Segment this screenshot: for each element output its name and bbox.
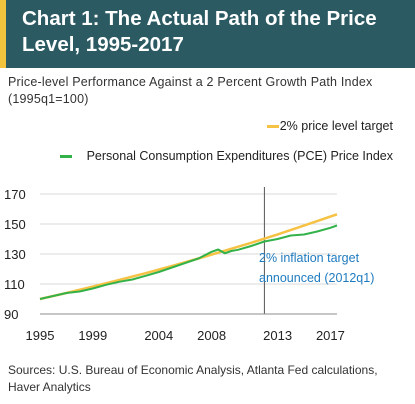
legend-label-pce: Personal Consumption Expenditures (PCE) … — [86, 149, 393, 163]
x-tick-label-2008: 2008 — [197, 328, 226, 343]
x-tick-label-2013: 2013 — [263, 328, 292, 343]
annotation-line-1: 2% inflation target — [259, 251, 360, 265]
chart-title: Chart 1: The Actual Path of the Price Le… — [22, 7, 377, 56]
x-tick-label-1999: 1999 — [78, 328, 107, 343]
x-tick-label-2017: 2017 — [316, 328, 345, 343]
legend-item-pce: Personal Consumption Expenditures (PCE) … — [60, 148, 393, 164]
x-tick-label-2004: 2004 — [144, 328, 173, 343]
axes: 90 110 130 150 170 1995 1999 2004 2008 2013 2017 — [4, 187, 345, 343]
x-tick-label-1995: 1995 — [26, 328, 55, 343]
legend-label-target: 2% price level target — [279, 119, 393, 133]
y-tick-label-90: 90 — [4, 307, 18, 322]
title-bar: Chart 1: The Actual Path of the Price Le… — [0, 0, 415, 68]
sources-note: Sources: U.S. Bureau of Economic Analysi… — [8, 363, 378, 394]
grid — [40, 193, 337, 285]
chart-subtitle: Price-level Performance Against a 2 Perc… — [8, 75, 373, 106]
y-tick-label-110: 110 — [4, 277, 25, 292]
y-tick-label-170: 170 — [4, 187, 26, 202]
legend-swatch-pce — [60, 155, 72, 158]
y-tick-label-130: 130 — [4, 247, 26, 262]
series-line-pce — [39, 224, 338, 300]
annotation-line-2: announced (2012q1) — [259, 271, 374, 285]
legend-swatch-target — [266, 125, 279, 128]
y-tick-label-150: 150 — [4, 217, 26, 232]
legend-item-target: 2% price level target — [266, 118, 393, 134]
series-lines — [39, 213, 338, 301]
